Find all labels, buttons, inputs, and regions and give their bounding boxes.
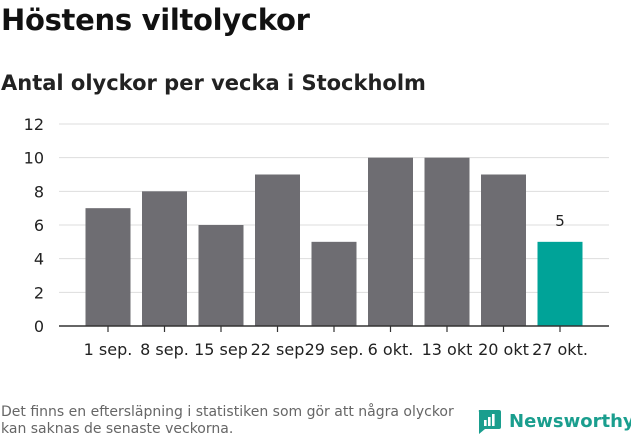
x-tick-label: 20 okt bbox=[478, 340, 529, 359]
bar-chart: 0 2 4 6 8 10 12 1 sep. 8 sep. 15 sep 22 sep 29 sep.… bbox=[24, 115, 609, 359]
bar bbox=[311, 241, 357, 326]
y-tick-label: 4 bbox=[34, 250, 44, 269]
y-tick-label: 10 bbox=[24, 149, 44, 168]
x-tick-label: 15 sep bbox=[194, 340, 248, 359]
bar bbox=[424, 157, 470, 326]
y-tick-label: 12 bbox=[24, 115, 44, 134]
x-tick-label: 27 okt. bbox=[532, 340, 588, 359]
brand-logo[interactable]: Newsworthy bbox=[476, 408, 631, 434]
bar bbox=[481, 174, 526, 326]
bar bbox=[142, 191, 187, 326]
y-tick-label: 2 bbox=[34, 283, 44, 302]
footnote: Det finns en eftersläpning i statistiken… bbox=[1, 404, 454, 437]
x-tick-label: 6 okt. bbox=[368, 340, 414, 359]
x-tick-label: 13 okt bbox=[422, 340, 473, 359]
x-tick-label: 1 sep. bbox=[84, 340, 133, 359]
bar bbox=[85, 208, 131, 326]
y-tick-label: 6 bbox=[34, 216, 44, 235]
bar bbox=[537, 241, 583, 326]
newsworthy-logo-icon bbox=[478, 410, 501, 434]
chart-title: Höstens viltolyckor bbox=[1, 3, 310, 37]
y-tick-label: 0 bbox=[34, 317, 44, 336]
x-tick-label: 22 sep bbox=[251, 340, 305, 359]
bar bbox=[255, 174, 300, 326]
bar bbox=[198, 225, 244, 326]
brand-name: Newsworthy bbox=[509, 410, 631, 432]
chart-subtitle: Antal olyckor per vecka i Stockholm bbox=[1, 71, 426, 95]
x-tick-label: 8 sep. bbox=[140, 340, 189, 359]
data-label: 5 bbox=[555, 212, 565, 230]
x-tick-label: 29 sep. bbox=[305, 340, 364, 359]
y-tick-label: 8 bbox=[34, 182, 44, 201]
bar bbox=[368, 157, 413, 326]
